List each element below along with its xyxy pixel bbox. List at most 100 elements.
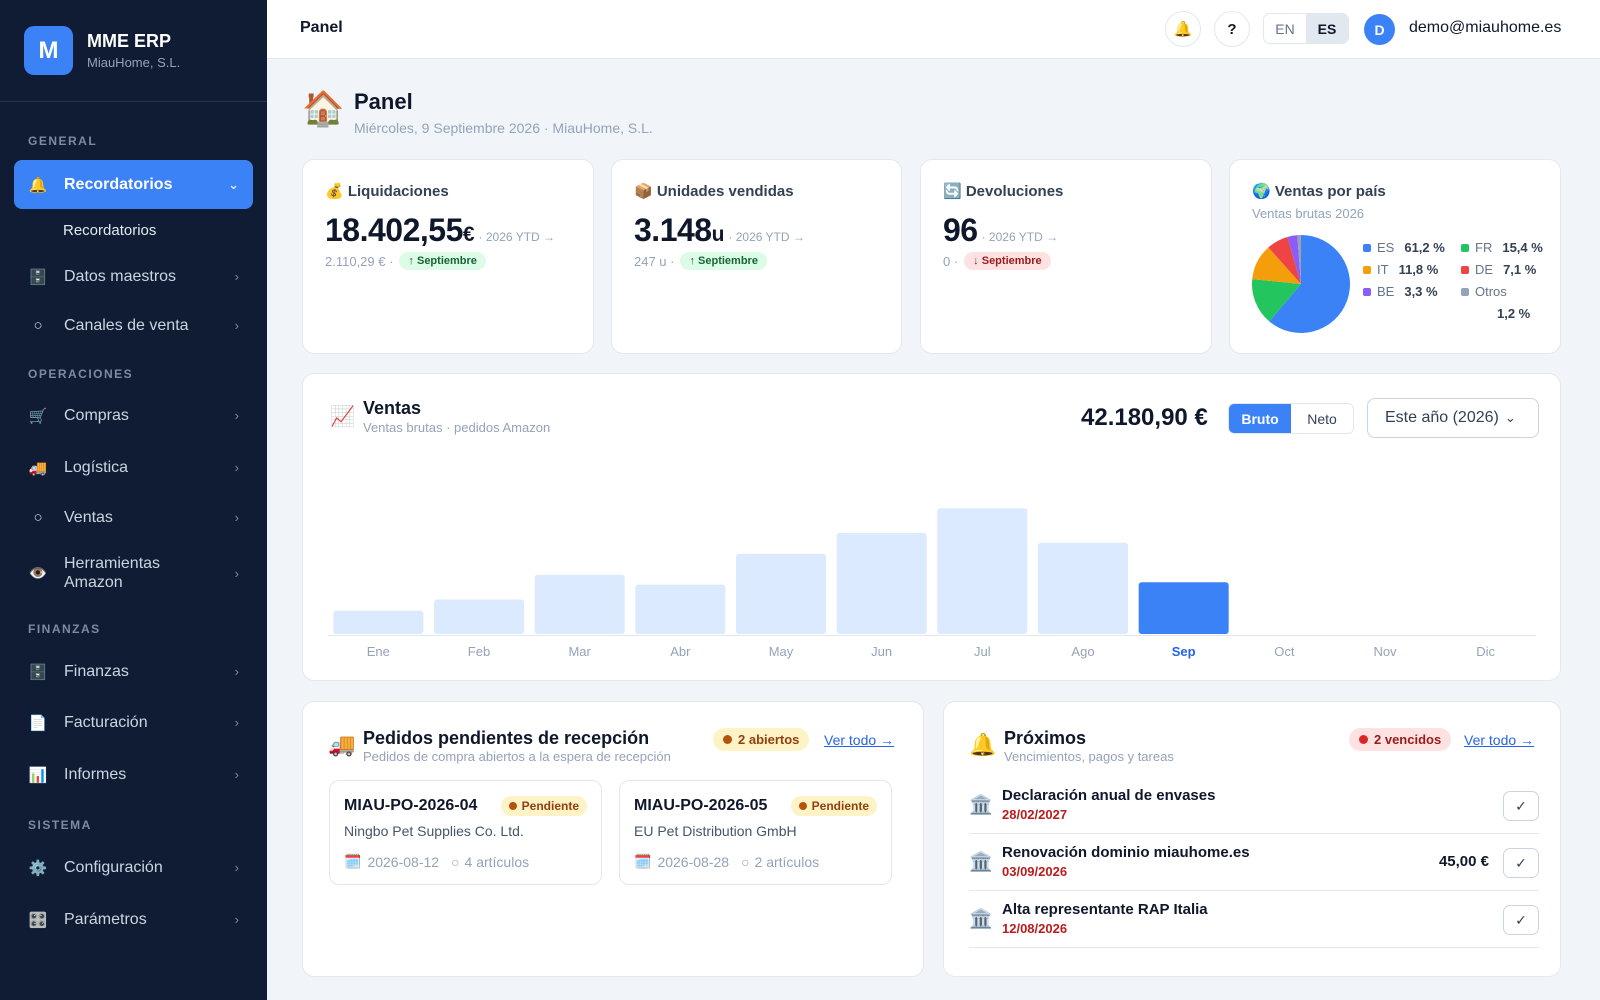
- circle-icon: ○: [33, 317, 43, 334]
- kpi-unit: u: [711, 223, 725, 246]
- pie-slice-es: [1269, 235, 1350, 333]
- kpi-value: 18.402,55: [325, 212, 463, 248]
- calendar-icon: 🗓️: [634, 853, 652, 869]
- bar-ago[interactable]: [1038, 542, 1128, 634]
- legend-item-it: IT 11,8 %: [1363, 262, 1438, 277]
- notifications-button[interactable]: 🔔: [1165, 11, 1201, 47]
- kpi-ytd: · 2026 YTD →: [478, 230, 556, 244]
- eye-icon: 👁️: [28, 565, 48, 582]
- bruto-button[interactable]: Bruto: [1229, 404, 1291, 433]
- sidebar-subitem-recordatorios[interactable]: Recordatorios: [63, 222, 157, 239]
- mark-done-button[interactable]: ✓: [1503, 791, 1539, 821]
- badge-label: 2 vencidos: [1374, 732, 1442, 747]
- kpi-card-devoluciones[interactable]: 🔄 Devoluciones 96 · 2026 YTD → 0 · ↓ Sept…: [920, 159, 1212, 354]
- view-all-upcoming-link[interactable]: Ver todo →: [1464, 732, 1535, 748]
- bar-mar[interactable]: [534, 574, 625, 634]
- legend-code: DE: [1475, 262, 1494, 277]
- sidebar-item-configuracion[interactable]: ⚙️ Configuración ›: [14, 843, 253, 892]
- legend-swatch: [1363, 287, 1371, 296]
- legend-item-fr: FR 15,4 %: [1461, 240, 1543, 255]
- upcoming-item-title: Declaración anual de envases: [1002, 787, 1216, 804]
- open-count-badge: 2 abiertos: [713, 728, 810, 751]
- pie-slice-de: [1268, 236, 1301, 284]
- bar-jul[interactable]: [937, 508, 1028, 634]
- truck-icon: 🚚: [28, 459, 48, 477]
- bar-sep[interactable]: [1138, 582, 1229, 634]
- legend-item-es: ES 61,2 %: [1363, 240, 1445, 255]
- chevron-right-icon: ›: [234, 715, 239, 730]
- purchase-order-card[interactable]: MIAU-PO-2026-05 Pendiente EU Pet Distrib…: [619, 780, 892, 885]
- help-button[interactable]: ?: [1214, 11, 1250, 47]
- sidebar-item-datos-maestros[interactable]: 🗄️ Datos maestros ›: [14, 252, 253, 301]
- sidebar-item-label: Informes: [64, 766, 127, 783]
- period-value: Este año (2026): [1385, 409, 1499, 426]
- main-content: 🏠 Panel Miércoles, 9 Septiembre 2026 · M…: [267, 59, 1600, 1000]
- x-tick-label: Ene: [367, 644, 390, 659]
- upcoming-item: 🏛️ Declaración anual de envases 28/02/20…: [969, 777, 1539, 834]
- sidebar-item-label: Herramientas Amazon: [64, 555, 161, 591]
- sidebar-item-ventas[interactable]: ○ Ventas ›: [14, 493, 253, 542]
- sidebar-item-recordatorios[interactable]: 🔔 Recordatorios ⌄: [14, 160, 253, 209]
- status-label: Pendiente: [521, 799, 579, 813]
- user-email[interactable]: demo@miauhome.es: [1409, 19, 1562, 36]
- order-supplier: EU Pet Distribution GmbH: [634, 823, 797, 839]
- sidebar-item-canales-de-venta[interactable]: ○ Canales de venta ›: [14, 301, 253, 350]
- sidebar-item-label: Logística: [64, 459, 129, 476]
- purchase-order-card[interactable]: MIAU-PO-2026-04 Pendiente Ningbo Pet Sup…: [329, 780, 602, 885]
- chevron-right-icon: ›: [234, 460, 239, 475]
- topbar: Panel 🔔 ? EN ES D demo@miauhome.es: [267, 0, 1600, 59]
- legend-code: Otros: [1475, 284, 1507, 299]
- view-all-orders-link[interactable]: Ver todo →: [824, 732, 895, 748]
- lang-en-button[interactable]: EN: [1275, 20, 1295, 37]
- legend-code: IT: [1377, 262, 1389, 277]
- mark-done-button[interactable]: ✓: [1503, 905, 1539, 935]
- sidebar-item-label: Ventas: [64, 509, 113, 526]
- pending-subtitle: Pedidos de compra abiertos a la espera d…: [363, 749, 671, 764]
- legend-item-de: DE 7,1 %: [1461, 262, 1536, 277]
- bar-feb[interactable]: [434, 599, 524, 634]
- legend-pct: 15,4 %: [1502, 240, 1543, 255]
- kpi-title: 🔄 Devoluciones: [943, 183, 1064, 200]
- x-tick-label: Abr: [670, 644, 691, 659]
- upcoming-item-date: 03/09/2026: [1002, 864, 1068, 879]
- period-select[interactable]: Este año (2026) ⌄: [1367, 398, 1539, 438]
- kpi-unit: €: [462, 223, 475, 246]
- bar-may[interactable]: [736, 553, 826, 634]
- legend-pct: 61,2 %: [1404, 240, 1445, 255]
- bar-jun[interactable]: [836, 532, 927, 634]
- legend-pct: 1,2 %: [1497, 306, 1531, 321]
- x-tick-label: Feb: [468, 644, 490, 659]
- country-sales-card: 🌍 Ventas por país Ventas brutas 2026 ES 6…: [1229, 159, 1561, 354]
- lang-es-button[interactable]: ES: [1306, 14, 1348, 43]
- sidebar-item-facturacion[interactable]: 📄 Facturación ›: [14, 698, 253, 747]
- bar-ene[interactable]: [333, 610, 424, 634]
- sliders-icon: 🎛️: [28, 911, 48, 929]
- kpi-card-unidades[interactable]: 📦 Unidades vendidas 3.148u · 2026 YTD → 2…: [611, 159, 902, 354]
- neto-button[interactable]: Neto: [1307, 410, 1337, 427]
- sidebar-item-informes[interactable]: 📊 Informes ›: [14, 750, 253, 799]
- item-count-icon: ○: [451, 853, 460, 870]
- page-subtitle: Miércoles, 9 Septiembre 2026 · MiauHome,…: [354, 120, 653, 136]
- kpi-card-liquidaciones[interactable]: 💰 Liquidaciones 18.402,55€ · 2026 YTD → 2…: [302, 159, 594, 354]
- section-finanzas: FINANZAS: [28, 622, 101, 636]
- bank-icon: 🏛️: [969, 909, 993, 930]
- sidebar-item-compras[interactable]: 🛒 Compras ›: [14, 391, 253, 440]
- legend-swatch: [1461, 243, 1469, 252]
- sidebar-item-finanzas[interactable]: 🗄️ Finanzas ›: [14, 647, 253, 696]
- bar-abr[interactable]: [635, 584, 726, 634]
- circle-icon: ○: [33, 509, 43, 526]
- chevron-down-icon: ⌄: [1504, 410, 1516, 425]
- sales-subtitle: Ventas brutas · pedidos Amazon: [363, 420, 551, 435]
- section-general: GENERAL: [28, 134, 98, 148]
- kpi-month-value: 0 ·: [943, 253, 959, 269]
- kpi-title: 💰 Liquidaciones: [325, 183, 449, 200]
- sidebar-item-herramientas-amazon[interactable]: 👁️ Herramientas Amazon ›: [14, 548, 253, 598]
- x-tick-label: Dic: [1476, 644, 1495, 659]
- mark-done-button[interactable]: ✓: [1503, 848, 1539, 878]
- legend-code: BE: [1377, 284, 1395, 299]
- legend-swatch: [1363, 265, 1371, 274]
- sidebar-item-parametros[interactable]: 🎛️ Parámetros ›: [14, 895, 253, 944]
- avatar[interactable]: D: [1364, 14, 1395, 45]
- sidebar-item-logistica[interactable]: 🚚 Logística ›: [14, 443, 253, 492]
- chevron-right-icon: ›: [234, 664, 239, 679]
